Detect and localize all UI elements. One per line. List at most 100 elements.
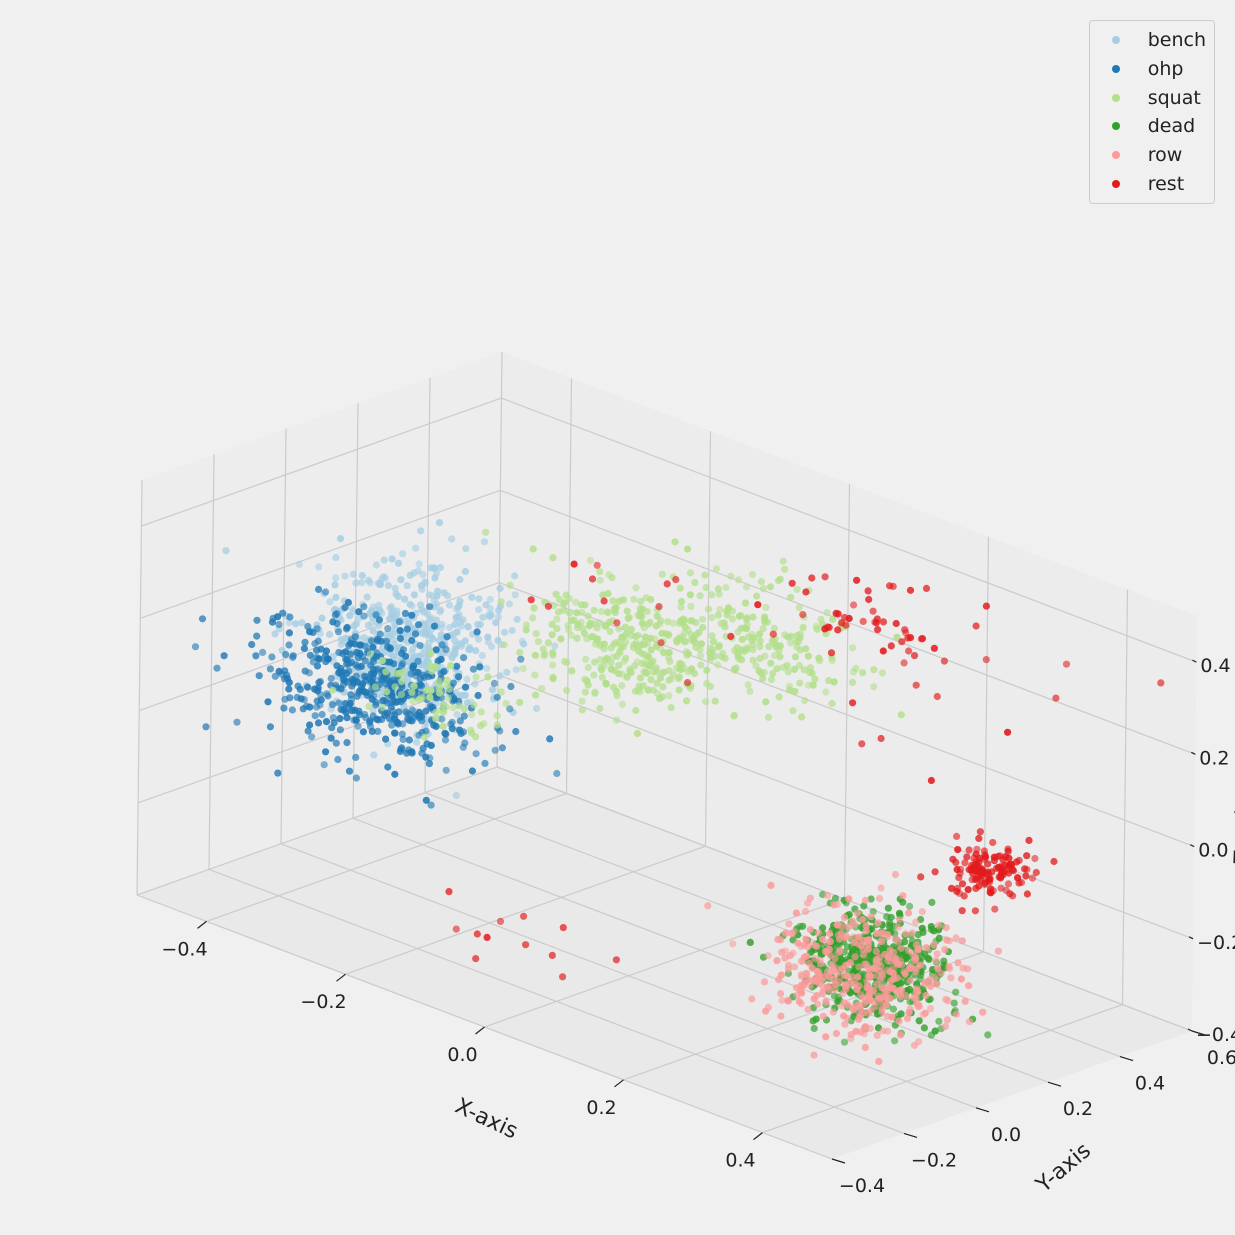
point-row	[882, 1000, 890, 1009]
point-row	[873, 972, 881, 980]
point-row	[897, 992, 905, 1001]
point-ohp	[405, 736, 413, 744]
point-ohp	[356, 650, 364, 658]
point-dead	[799, 922, 807, 930]
point-ohp	[415, 621, 423, 629]
point-rest	[990, 857, 999, 865]
point-bench	[501, 628, 509, 636]
legend-label: bench	[1147, 29, 1206, 52]
point-row	[841, 1020, 849, 1028]
point-row	[944, 997, 952, 1005]
point-rest	[997, 884, 1005, 892]
point-squat	[691, 578, 699, 587]
point-squat	[522, 621, 530, 629]
point-ohp	[308, 733, 316, 741]
point-ohp	[344, 678, 352, 686]
point-squat	[565, 609, 574, 617]
point-squat	[572, 598, 580, 606]
point-row	[961, 997, 969, 1005]
point-row	[785, 961, 793, 970]
point-ohp	[266, 723, 274, 731]
point-ohp	[202, 723, 210, 731]
point-ohp	[380, 673, 388, 682]
point-ohp	[317, 696, 325, 704]
x-grid-back	[843, 483, 851, 900]
point-dead	[895, 909, 904, 917]
point-row	[915, 1038, 923, 1046]
point-squat	[696, 592, 704, 600]
point-ohp	[329, 714, 337, 722]
point-squat	[477, 708, 485, 716]
point-squat	[761, 616, 769, 624]
point-rest	[834, 626, 842, 634]
point-ohp	[294, 682, 302, 690]
point-row	[994, 947, 1003, 955]
point-ohp	[442, 645, 450, 654]
point-bench	[510, 572, 519, 580]
point-row	[908, 929, 917, 937]
point-ohp	[279, 609, 287, 617]
point-bench	[431, 574, 439, 582]
point-ohp	[285, 629, 293, 637]
point-ohp	[481, 759, 489, 768]
point-squat	[749, 641, 757, 649]
point-row	[851, 921, 859, 929]
point-row	[915, 1002, 924, 1011]
point-bench	[426, 631, 434, 639]
point-ohp	[259, 648, 267, 657]
point-squat	[825, 677, 833, 685]
tick-mark	[831, 1158, 846, 1164]
point-row	[804, 1005, 812, 1013]
point-bench	[388, 607, 397, 615]
point-squat	[493, 721, 501, 729]
point-squat	[681, 616, 689, 624]
point-squat	[793, 643, 801, 651]
point-squat	[444, 694, 452, 702]
point-squat	[597, 608, 605, 616]
point-squat	[742, 615, 751, 624]
point-bench	[494, 636, 502, 645]
point-ohp	[374, 716, 382, 724]
legend-label: rest	[1147, 172, 1185, 195]
point-row	[788, 929, 796, 938]
point-ohp	[397, 661, 406, 670]
point-squat	[484, 673, 492, 681]
point-bench	[352, 579, 360, 587]
point-ohp	[322, 748, 330, 756]
point-squat	[702, 698, 710, 706]
point-squat	[532, 691, 540, 699]
point-squat	[738, 646, 746, 654]
point-rest	[1012, 858, 1021, 866]
point-rest	[973, 860, 981, 869]
point-dead	[950, 999, 958, 1007]
point-rest	[917, 873, 925, 881]
point-squat	[636, 605, 644, 613]
point-squat	[759, 585, 768, 593]
point-row	[764, 1003, 773, 1012]
point-row	[845, 923, 853, 931]
z-tick-label: 0.0	[1198, 840, 1228, 862]
point-row	[954, 959, 962, 967]
point-squat	[593, 635, 602, 643]
point-squat	[795, 661, 804, 670]
point-squat	[717, 619, 725, 628]
point-squat	[708, 591, 716, 599]
point-squat	[753, 592, 761, 600]
point-bench	[418, 606, 426, 614]
point-squat	[784, 633, 792, 641]
point-row	[778, 948, 786, 956]
point-row	[781, 954, 789, 962]
point-bench	[430, 564, 438, 572]
point-ohp	[280, 704, 288, 712]
point-ohp	[440, 668, 448, 676]
x-tick-label: 0.4	[725, 1150, 755, 1172]
point-row	[840, 971, 848, 979]
point-dead	[928, 898, 936, 907]
point-squat	[595, 619, 603, 627]
point-squat	[428, 667, 436, 675]
legend-marker	[1111, 36, 1120, 45]
point-squat	[815, 654, 823, 662]
point-row	[877, 884, 885, 892]
point-ohp	[347, 658, 356, 666]
point-row	[863, 946, 872, 954]
